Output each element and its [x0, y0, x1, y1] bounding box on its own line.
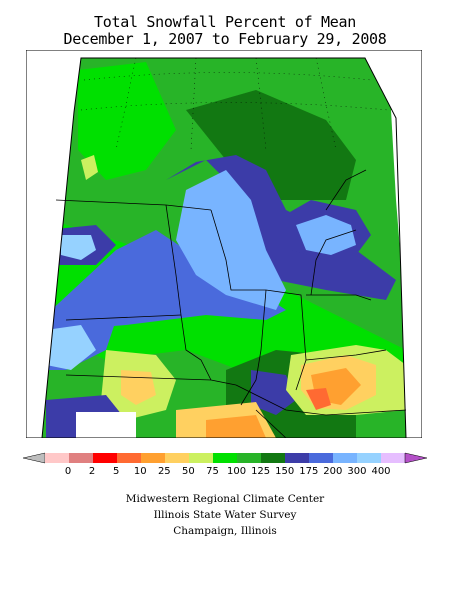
state-borders [55, 169, 407, 438]
legend-label: 2 [89, 466, 95, 477]
legend-swatch [117, 453, 141, 463]
legend-label: 200 [323, 466, 342, 477]
graticule [80, 57, 389, 151]
legend-label: 150 [275, 466, 294, 477]
legend-swatch [69, 453, 93, 463]
map-subtitle: December 1, 2007 to February 29, 2008 [63, 30, 387, 48]
legend-swatch [261, 453, 285, 463]
legend-label: 5 [113, 466, 119, 477]
legend-swatch [357, 453, 381, 463]
legend-label: 300 [347, 466, 366, 477]
legend-swatch-high [404, 452, 428, 464]
legend-label: 75 [206, 466, 219, 477]
snowfall-map [26, 50, 422, 438]
legend-swatch [93, 453, 117, 463]
legend-label: 10 [134, 466, 147, 477]
legend-label: 0 [65, 466, 71, 477]
legend-label: 100 [227, 466, 246, 477]
legend-label: 175 [299, 466, 318, 477]
legend-label: 400 [371, 466, 390, 477]
projection-edge [41, 57, 407, 438]
legend-swatch [189, 453, 213, 463]
legend-label: 25 [158, 466, 171, 477]
legend-swatch [165, 453, 189, 463]
snowfall-fields [42, 58, 406, 438]
legend-swatch [381, 453, 405, 463]
legend-label: 125 [251, 466, 270, 477]
credit-line-3: Champaign, Illinois [173, 525, 277, 537]
map-title: Total Snowfall Percent of Mean [94, 13, 356, 31]
legend-swatch [333, 453, 357, 463]
legend-swatch [285, 453, 309, 463]
credit-line-2: Illinois State Water Survey [153, 509, 297, 521]
legend-swatch [45, 453, 69, 463]
legend-swatch [309, 453, 333, 463]
color-legend: 0 2 5 10 25 50 75 100 125 150 175 200 300 400 [22, 452, 428, 477]
legend-swatch [141, 453, 165, 463]
legend-swatch [213, 453, 237, 463]
legend-swatch-low [22, 452, 46, 464]
legend-swatch [237, 453, 261, 463]
legend-label: 50 [182, 466, 195, 477]
credit-line-1: Midwestern Regional Climate Center [125, 493, 325, 505]
